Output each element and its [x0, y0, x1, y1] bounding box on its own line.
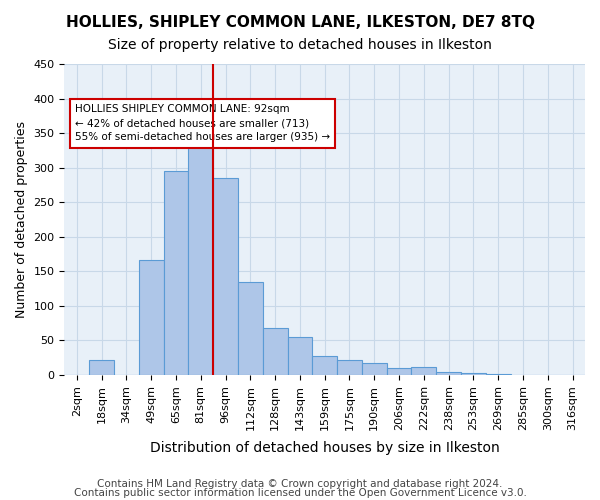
Text: HOLLIES SHIPLEY COMMON LANE: 92sqm
← 42% of detached houses are smaller (713)
55: HOLLIES SHIPLEY COMMON LANE: 92sqm ← 42%…	[75, 104, 330, 142]
Bar	[287, 337, 313, 375]
Text: HOLLIES, SHIPLEY COMMON LANE, ILKESTON, DE7 8TQ: HOLLIES, SHIPLEY COMMON LANE, ILKESTON, …	[65, 15, 535, 30]
Bar	[486, 374, 511, 375]
Y-axis label: Number of detached properties: Number of detached properties	[15, 121, 28, 318]
Text: Size of property relative to detached houses in Ilkeston: Size of property relative to detached ho…	[108, 38, 492, 52]
X-axis label: Distribution of detached houses by size in Ilkeston: Distribution of detached houses by size …	[150, 441, 500, 455]
Bar	[337, 360, 362, 375]
Bar	[238, 282, 263, 375]
Bar	[164, 171, 188, 375]
Bar	[263, 328, 287, 375]
Bar	[362, 362, 386, 375]
Bar	[139, 260, 164, 375]
Bar	[188, 123, 213, 375]
Bar	[412, 366, 436, 375]
Bar	[461, 373, 486, 375]
Bar	[436, 372, 461, 375]
Bar	[313, 356, 337, 375]
Bar	[386, 368, 412, 375]
Text: Contains HM Land Registry data © Crown copyright and database right 2024.: Contains HM Land Registry data © Crown c…	[97, 479, 503, 489]
Bar	[213, 178, 238, 375]
Bar	[89, 360, 114, 375]
Text: Contains public sector information licensed under the Open Government Licence v3: Contains public sector information licen…	[74, 488, 526, 498]
